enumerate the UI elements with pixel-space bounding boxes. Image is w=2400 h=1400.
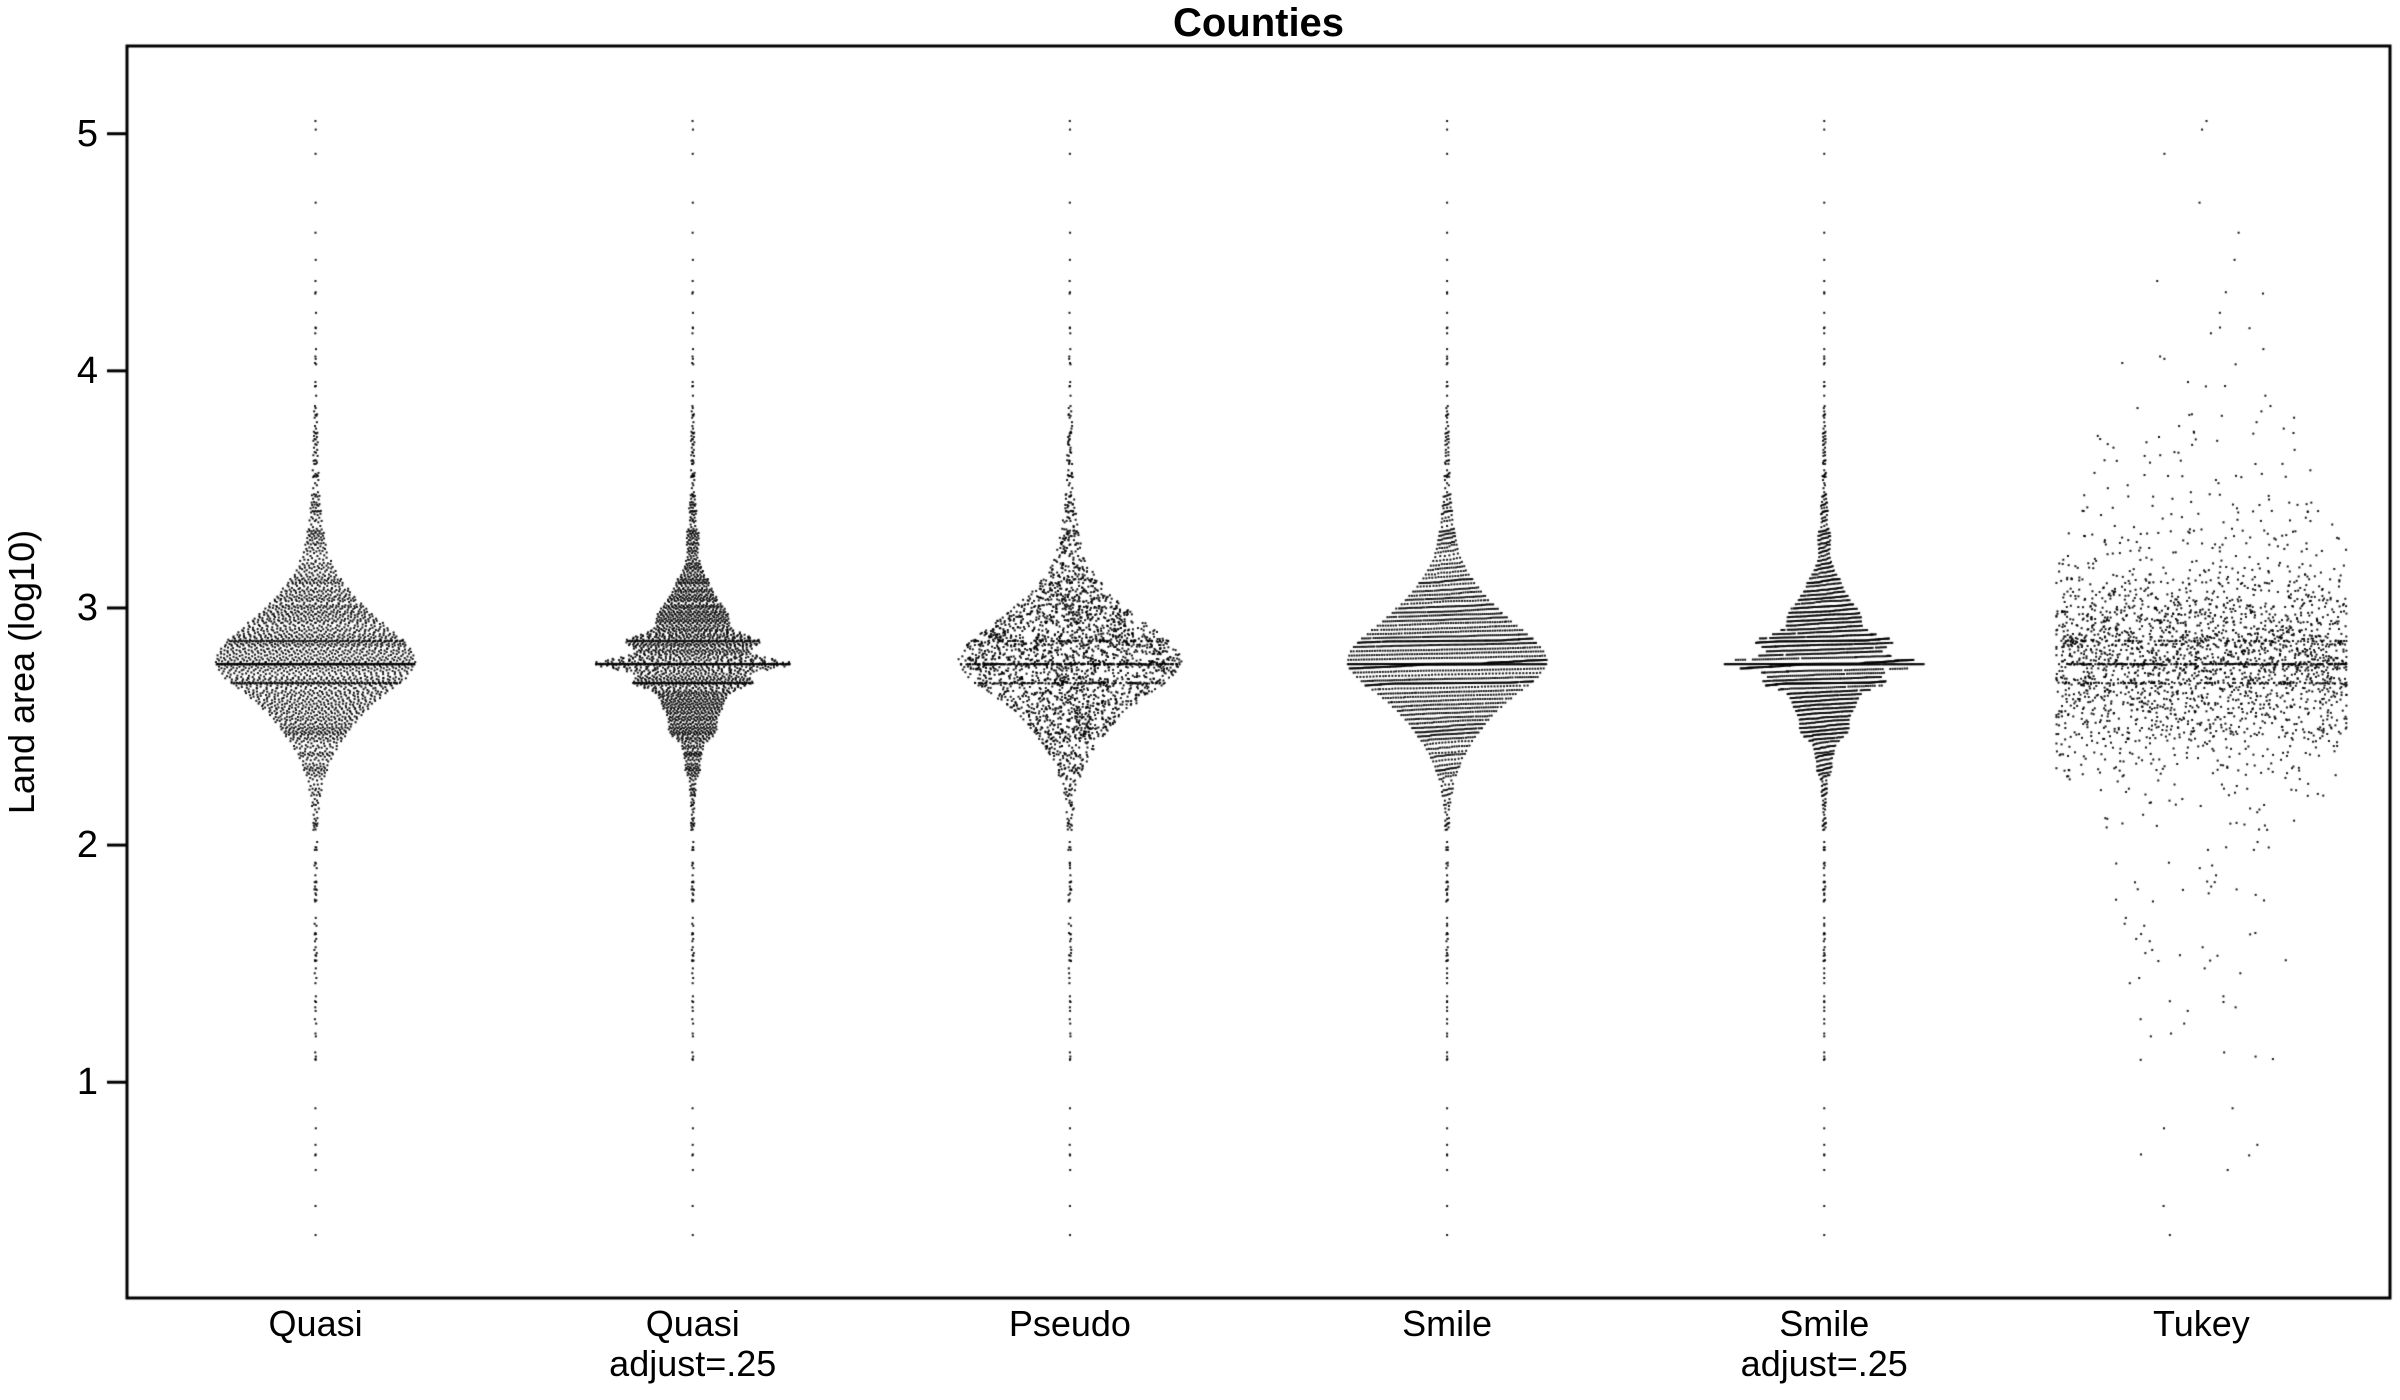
chart-title: Counties — [1172, 1, 1345, 45]
y-tick-label: 2 — [76, 824, 98, 867]
x-category-label-main: Quasi — [645, 1303, 740, 1344]
x-category-label: Smile adjust=.25 — [1614, 1304, 2034, 1384]
x-category-label-main: Tukey — [2153, 1303, 2250, 1344]
x-category-label-main: Pseudo — [1008, 1303, 1131, 1344]
x-category-label-sub: adjust=.25 — [1740, 1343, 1908, 1384]
x-category-label: Smile — [1237, 1304, 1657, 1344]
x-category-label-sub: adjust=.25 — [609, 1343, 777, 1384]
y-axis-title: Land area (log10) — [1, 529, 42, 815]
x-category-label: Quasi — [106, 1304, 526, 1344]
x-category-label-main: Smile — [1779, 1303, 1870, 1344]
x-category-label: Pseudo — [860, 1304, 1280, 1344]
x-category-label-main: Quasi — [268, 1303, 363, 1344]
y-tick-label: 3 — [76, 586, 98, 629]
y-tick-label: 5 — [76, 112, 98, 155]
y-tick-label: 4 — [76, 349, 98, 392]
x-category-label: Tukey — [1991, 1304, 2400, 1344]
x-category-label-main: Smile — [1402, 1303, 1493, 1344]
x-category-label: Quasi adjust=.25 — [483, 1304, 903, 1384]
y-tick-label: 1 — [76, 1061, 98, 1104]
